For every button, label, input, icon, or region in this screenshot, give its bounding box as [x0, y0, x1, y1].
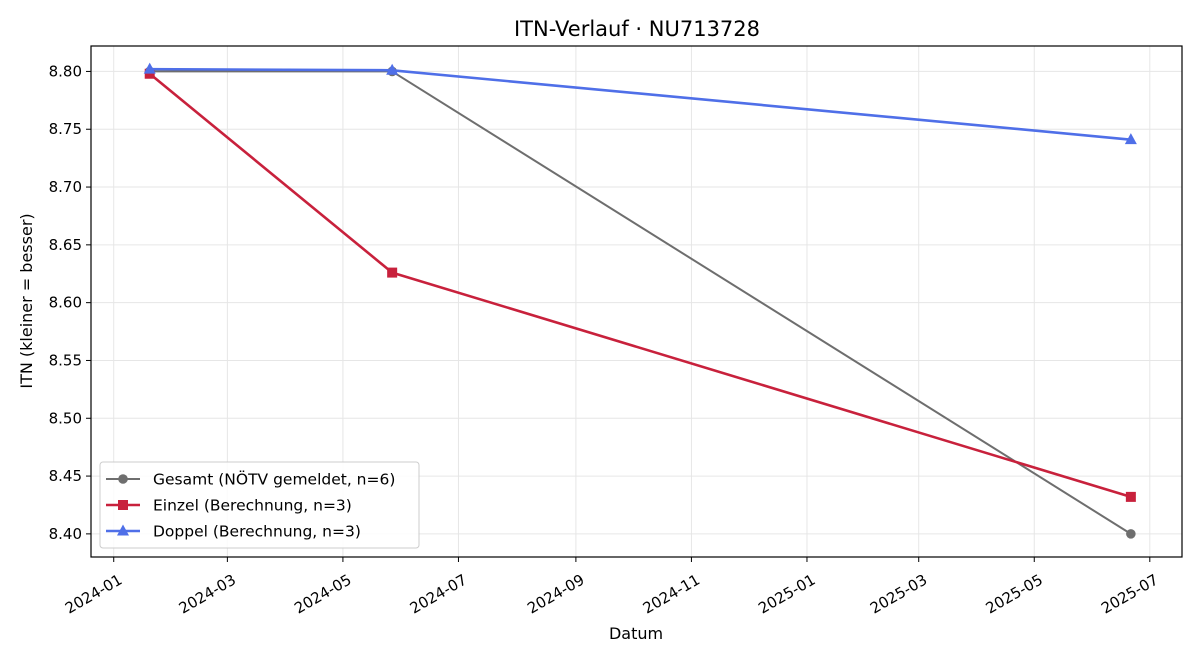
legend-label: Einzel (Berechnung, n=3) — [153, 497, 352, 515]
series-doppel — [143, 62, 1137, 145]
data-point — [1126, 529, 1136, 539]
y-tick-label: 8.55 — [49, 351, 82, 369]
legend-label: Gesamt (NÖTV gemeldet, n=6) — [153, 470, 395, 489]
x-tick-label: 2024-05 — [291, 571, 354, 618]
legend-label: Doppel (Berechnung, n=3) — [153, 523, 361, 541]
legend-frame — [99, 461, 420, 549]
y-tick-label: 8.80 — [49, 62, 82, 80]
legend-marker — [117, 524, 129, 536]
y-tick-label: 8.45 — [49, 467, 82, 485]
x-tick-label: 2024-01 — [62, 571, 125, 618]
chart-title: ITN-Verlauf · NU713728 — [514, 17, 760, 41]
legend: Gesamt (NÖTV gemeldet, n=6) Einzel (Berec… — [99, 461, 420, 549]
data-point — [1124, 133, 1137, 145]
plot-frame — [90, 45, 1183, 558]
y-tick-label: 8.65 — [49, 236, 82, 254]
data-point — [1125, 491, 1136, 502]
legend-marker — [118, 500, 128, 510]
series-line — [148, 72, 1132, 499]
x-tick-label: 2024-07 — [407, 571, 470, 618]
series-layer — [143, 62, 1137, 539]
x-tick-label: 2024-03 — [176, 571, 239, 618]
x-tick-label: 2024-09 — [524, 571, 587, 618]
x-tick-label: 2025-03 — [867, 571, 930, 618]
y-axis-label: ITN (kleiner = besser) — [17, 213, 36, 388]
y-tick-label: 8.50 — [49, 409, 82, 427]
y-axis-ticks: 8.40 8.45 8.50 8.55 8.60 8.65 8.70 8.75 8.80 — [49, 62, 91, 543]
data-point — [144, 68, 155, 79]
y-tick-label: 8.40 — [49, 525, 82, 543]
x-axis-label: Datum — [609, 624, 663, 643]
x-tick-label: 2024-11 — [640, 571, 703, 618]
legend-item: Gesamt (NÖTV gemeldet, n=6) — [106, 470, 395, 489]
y-tick-label: 8.70 — [49, 178, 82, 196]
data-point — [387, 267, 398, 278]
series-einzel — [144, 68, 1136, 502]
y-tick-label: 8.60 — [49, 294, 82, 312]
data-point — [143, 62, 156, 74]
x-tick-label: 2025-05 — [983, 571, 1046, 618]
y-tick-label: 8.75 — [49, 120, 82, 138]
data-point — [386, 63, 399, 75]
x-tick-label: 2025-07 — [1098, 571, 1161, 618]
x-axis-ticks: 2024-01 2024-03 2024-05 2024-07 2024-09 2024-… — [62, 557, 1161, 618]
legend-item: Doppel (Berechnung, n=3) — [106, 523, 361, 541]
legend-marker — [118, 474, 128, 484]
legend-item: Einzel (Berechnung, n=3) — [106, 497, 352, 515]
x-tick-label: 2025-01 — [755, 571, 818, 618]
